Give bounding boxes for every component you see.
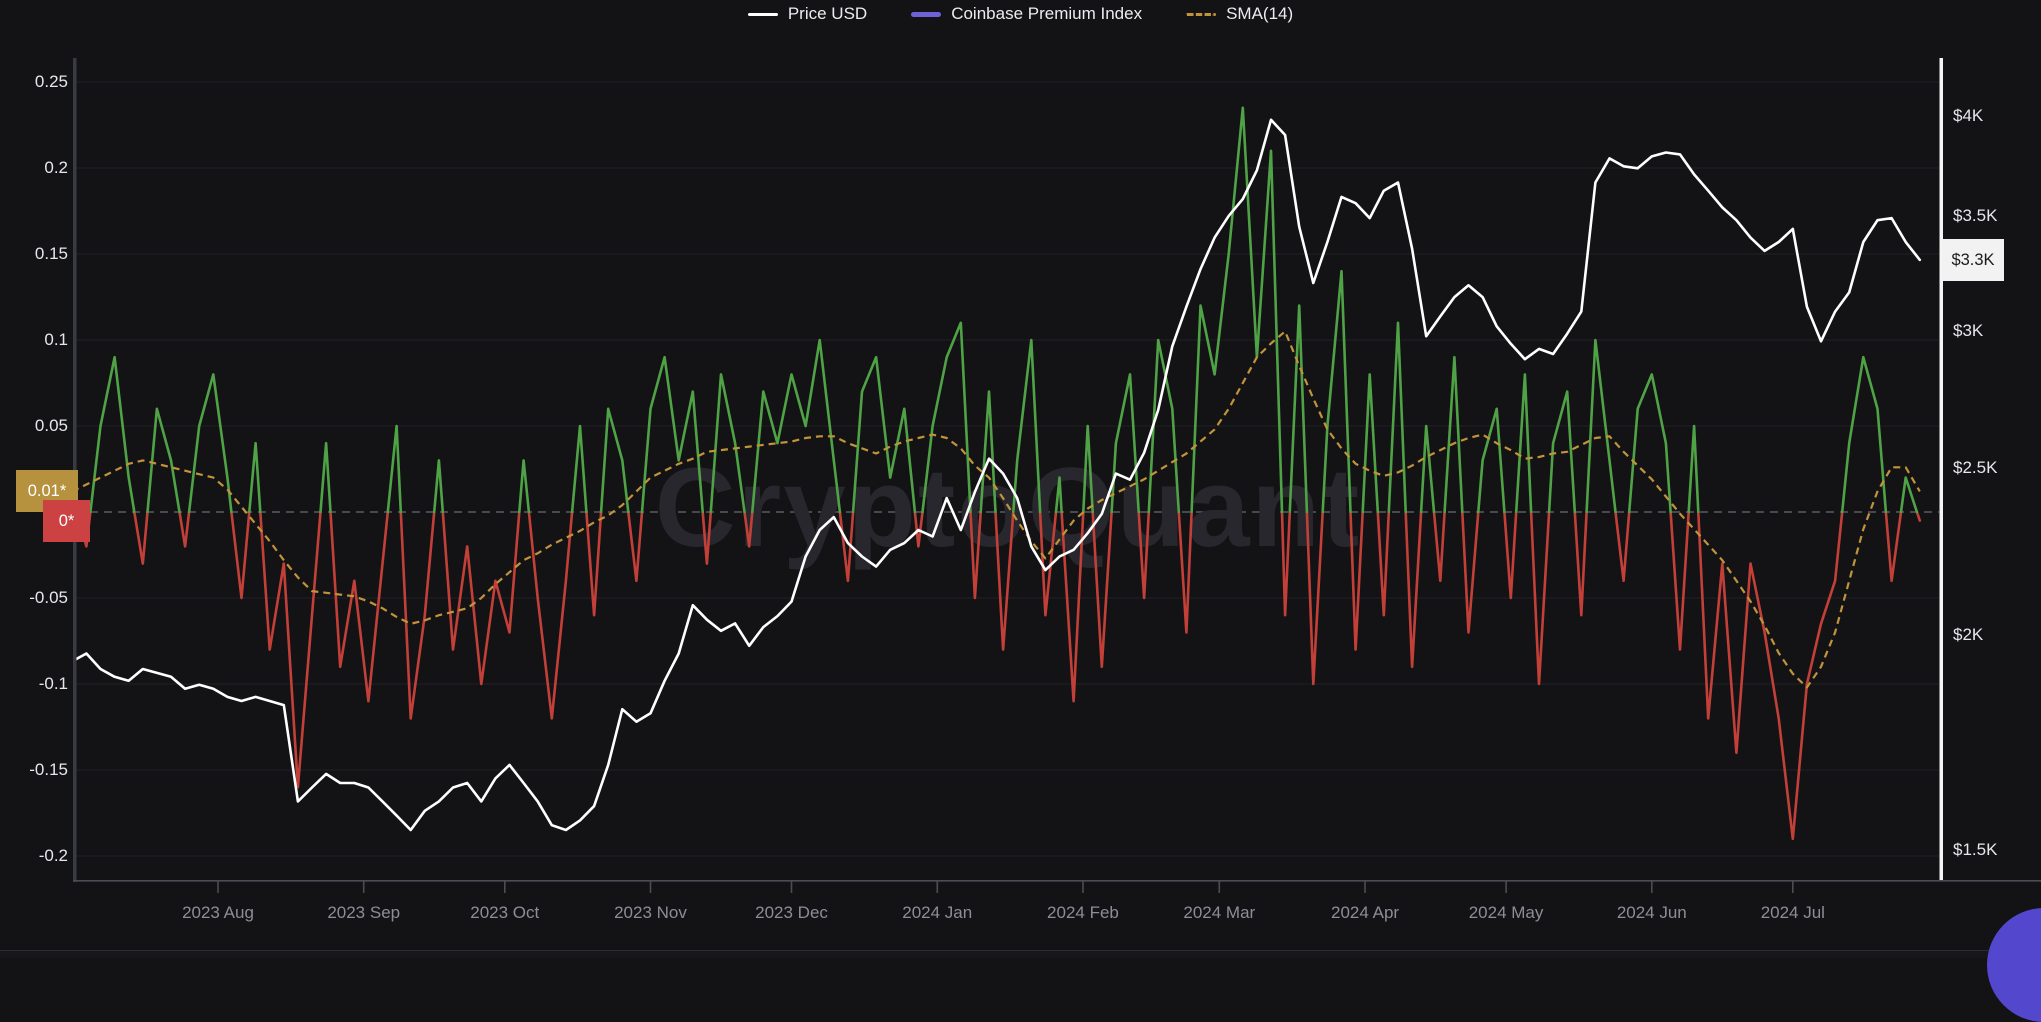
- x-axis-tick-label: 2023 Sep: [327, 903, 401, 922]
- legend-label-sma: SMA(14): [1226, 4, 1294, 23]
- right-axis-tick-label: $2K: [1953, 624, 1984, 644]
- x-axis-tick-label: 2024 Mar: [1183, 903, 1256, 922]
- left-axis-tick-label: -0.15: [29, 760, 68, 779]
- premium-positive-line: [75, 106, 1919, 514]
- chart-plot[interactable]: CryptoQuant: [0, 0, 2041, 957]
- legend: Price USD Coinbase Premium Index SMA(14): [0, 4, 2041, 24]
- left-axis-tick-label: -0.2: [38, 846, 68, 865]
- left-axis-tick-label: 0.2: [44, 158, 68, 177]
- cryptoquant-watermark: CryptoQuant: [655, 445, 1361, 570]
- right-axis-tick-label: $2.5K: [1953, 457, 1998, 477]
- premium-line-swatch-icon: [911, 11, 942, 17]
- legend-label-price: Price USD: [787, 4, 868, 23]
- legend-item-sma[interactable]: SMA(14): [1186, 4, 1293, 24]
- premium-current-value-badge: 0*: [43, 500, 90, 542]
- x-axis-tick-label: 2023 Aug: [182, 903, 254, 922]
- x-axis-tick-label: 2024 Jul: [1760, 903, 1825, 922]
- price-line-swatch-icon: [747, 12, 778, 16]
- price-line: [75, 118, 1922, 832]
- x-axis-tick-label: 2023 Nov: [614, 903, 687, 922]
- bottom-timeline-strip: [0, 950, 2041, 958]
- sma-line: [75, 330, 1921, 689]
- left-axis-tick-label: 0.1: [44, 330, 68, 349]
- series-lines: [75, 106, 1922, 841]
- legend-item-premium[interactable]: Coinbase Premium Index: [911, 4, 1142, 24]
- x-axis-tick-label: 2023 Dec: [755, 903, 828, 922]
- x-axis-tick-label: 2024 Jan: [902, 903, 973, 922]
- right-axis-tick-label: $1.5K: [1953, 839, 1998, 859]
- right-axis-tick-label: $3K: [1953, 321, 1984, 341]
- left-axis-tick-label: 0.25: [34, 72, 68, 91]
- premium-negative-line: [75, 510, 1922, 841]
- x-axis-tick-label: 2024 May: [1468, 903, 1544, 922]
- x-axis-tick-label: 2023 Oct: [470, 903, 540, 922]
- right-axis-tick-label: $4K: [1953, 106, 1984, 126]
- legend-label-premium: Coinbase Premium Index: [951, 4, 1143, 23]
- price-current-value-badge: $3.3K: [1942, 239, 2004, 281]
- legend-item-price[interactable]: Price USD: [747, 4, 868, 24]
- left-axis-tick-label: -0.05: [29, 588, 68, 607]
- x-axis-tick-label: 2024 Feb: [1047, 903, 1119, 922]
- left-axis-tick-label: -0.1: [38, 674, 68, 693]
- left-axis-tick-label: 0.15: [34, 244, 68, 263]
- right-axis-tick-label: $3.5K: [1953, 205, 1998, 225]
- left-axis-tick-label: 0.05: [34, 416, 68, 435]
- x-axis-tick-label: 2024 Apr: [1331, 903, 1400, 922]
- sma-line-swatch-icon: [1186, 12, 1217, 16]
- x-axis-tick-label: 2024 Jun: [1616, 903, 1687, 922]
